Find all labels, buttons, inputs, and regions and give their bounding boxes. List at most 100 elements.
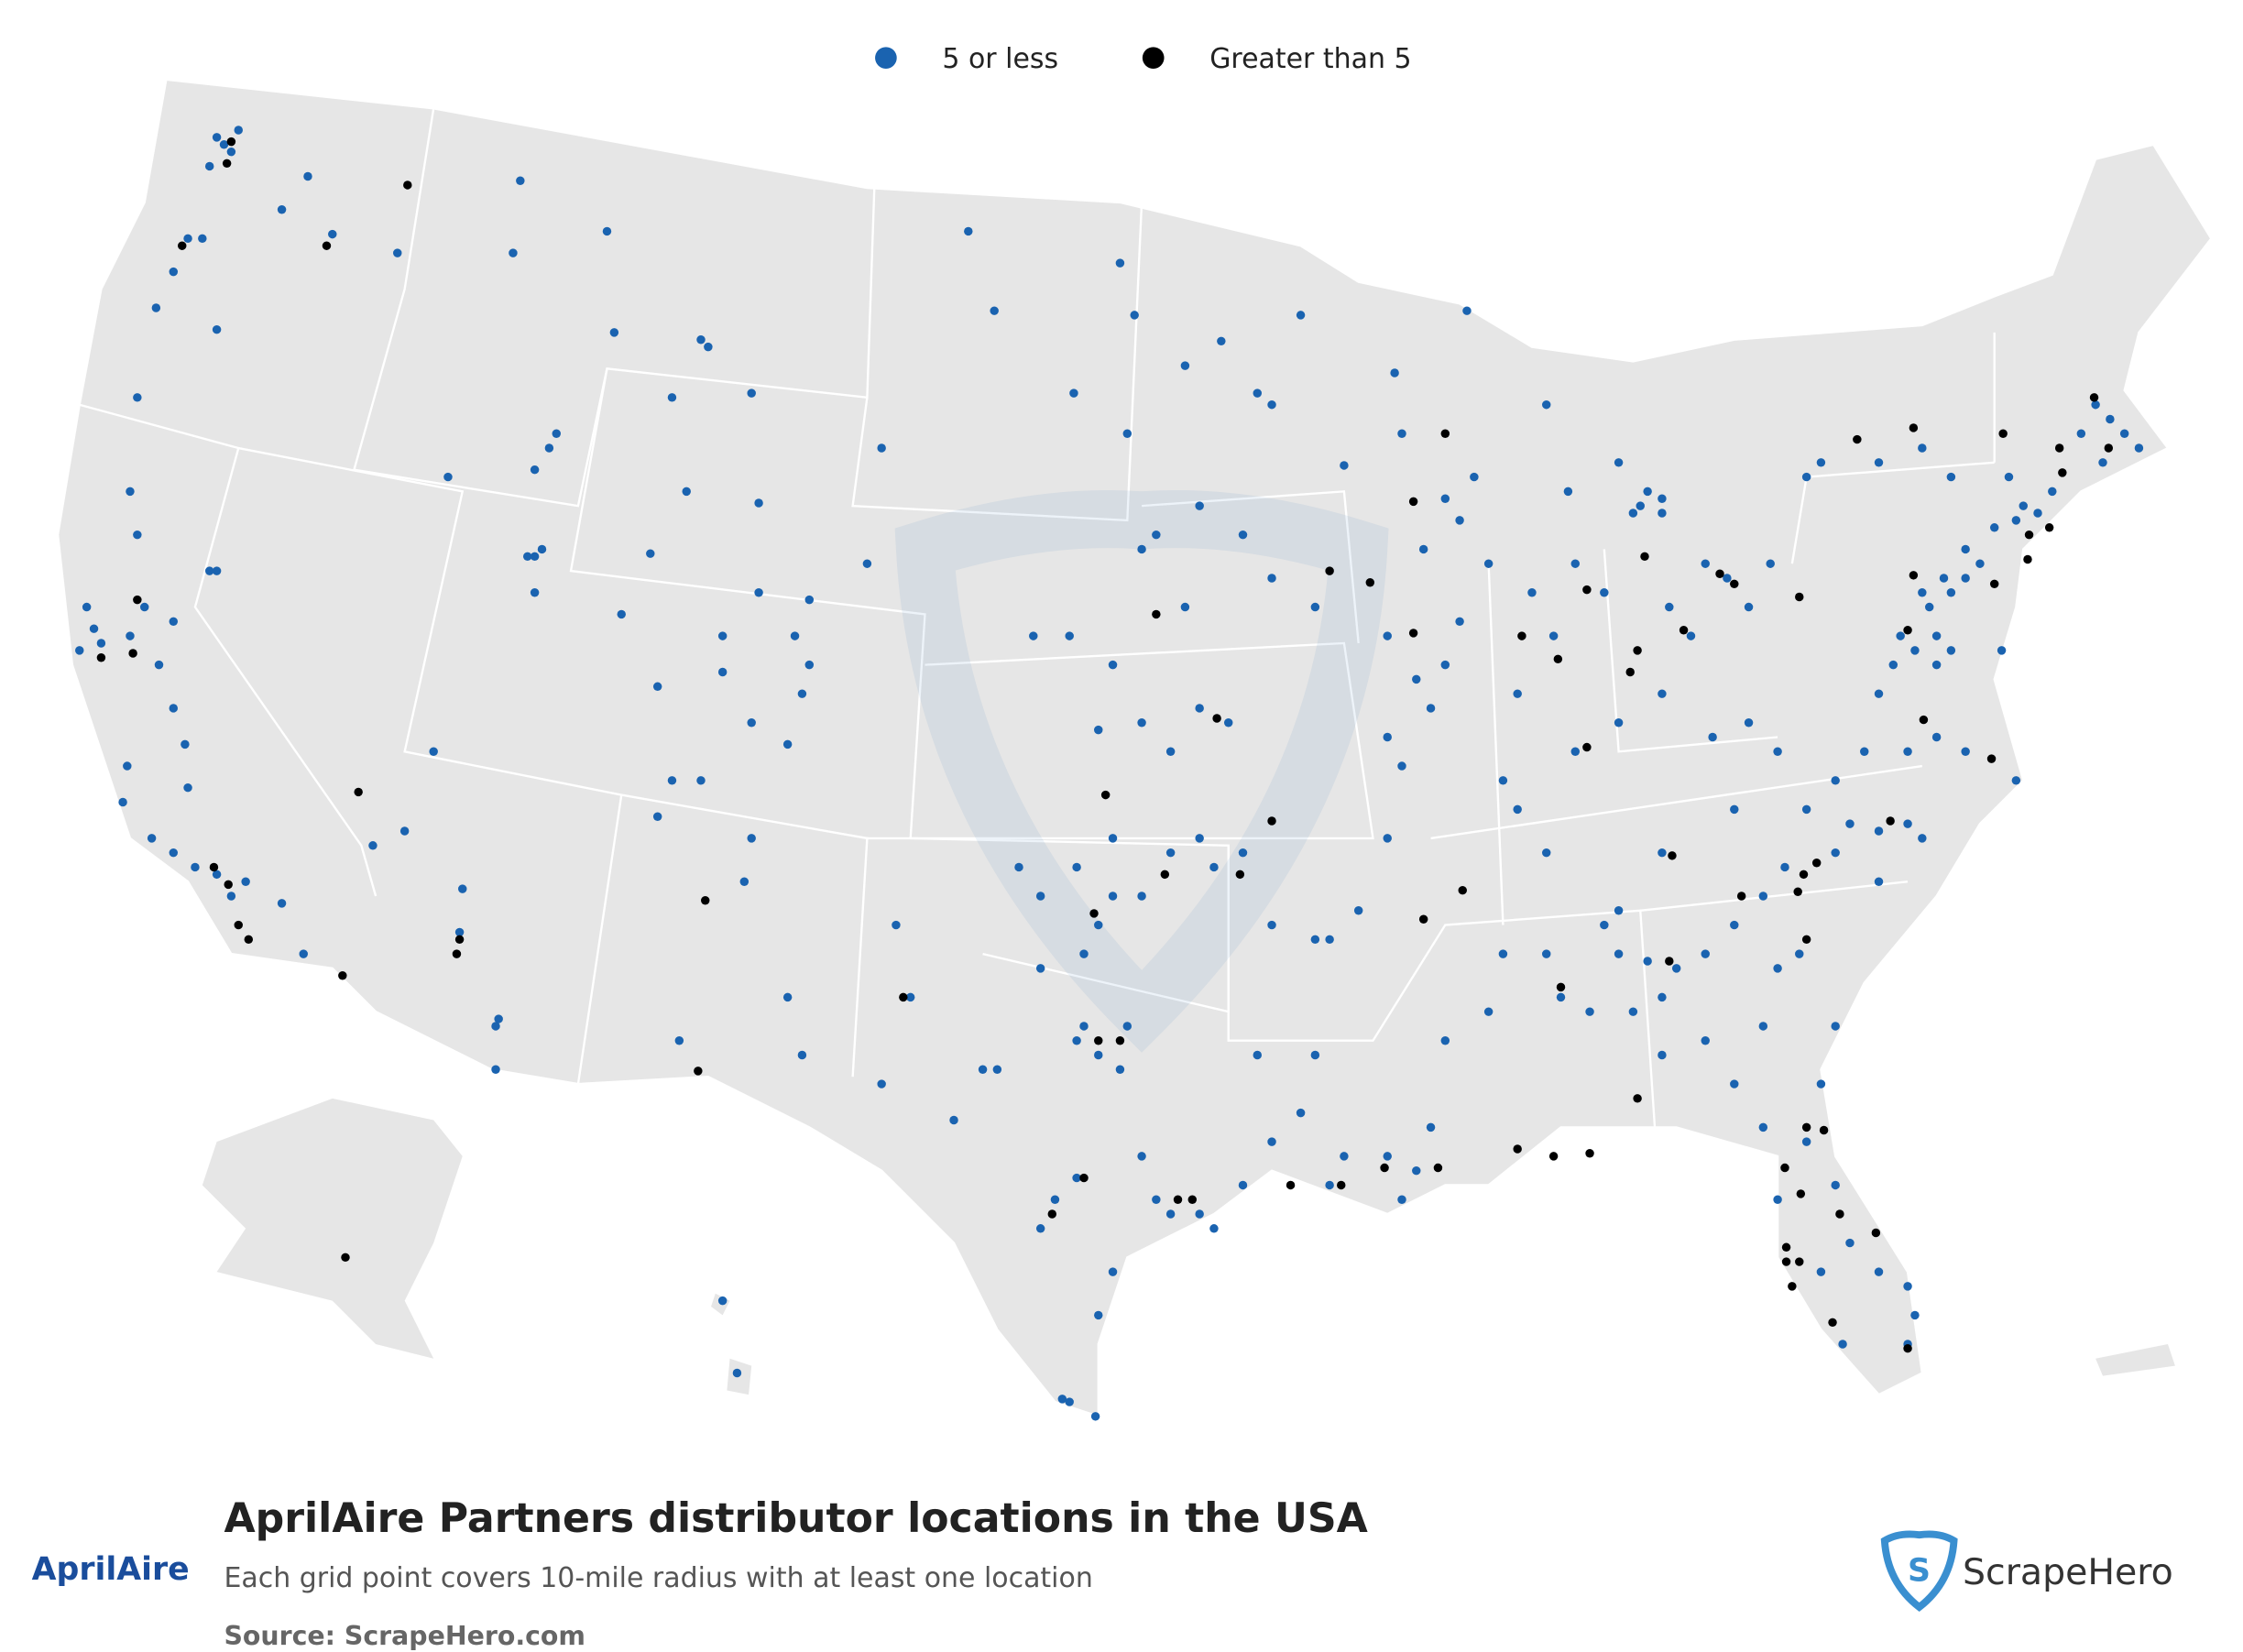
location-dot — [1108, 834, 1118, 843]
location-dot — [1079, 949, 1089, 958]
shield-letter: S — [1908, 1553, 1931, 1590]
location-dot — [1122, 1022, 1132, 1031]
location-dot — [1658, 1050, 1667, 1060]
location-dot — [1600, 588, 1609, 597]
location-dot — [2089, 393, 2099, 402]
legend-swatch — [875, 47, 897, 69]
legend: 5 or less Greater than 5 — [875, 43, 1412, 75]
alaska — [202, 1098, 463, 1359]
location-dot — [75, 646, 84, 655]
location-dot — [1773, 964, 1782, 973]
location-dot — [1643, 957, 1652, 966]
location-dot — [2019, 501, 2028, 510]
location-dot — [1961, 544, 1970, 554]
location-dot — [992, 1065, 1002, 1075]
location-dot — [1094, 1050, 1103, 1060]
location-dot — [1556, 982, 1566, 992]
location-dot — [1014, 862, 1023, 872]
location-dot — [1715, 569, 1724, 578]
location-dot — [226, 137, 236, 147]
location-dot — [204, 161, 214, 171]
location-dot — [1903, 819, 1912, 828]
location-dot — [1079, 1022, 1089, 1031]
location-dot — [1325, 566, 1334, 575]
location-dot — [1736, 892, 1746, 901]
location-dot — [1874, 458, 1884, 467]
location-dot — [701, 896, 710, 905]
location-dot — [224, 880, 233, 890]
location-dot — [183, 782, 192, 793]
location-dot — [1658, 509, 1667, 518]
location-dot — [1780, 862, 1789, 872]
location-dot — [1874, 826, 1884, 836]
location-dot — [1766, 559, 1775, 568]
location-dot — [1235, 870, 1245, 880]
location-dot — [1910, 646, 1920, 655]
location-dot — [1253, 1050, 1262, 1060]
location-dot — [126, 487, 135, 497]
location-dot — [277, 899, 287, 908]
location-dot — [89, 624, 99, 633]
location-dot — [1165, 848, 1176, 858]
location-dot — [226, 892, 236, 901]
location-dot — [1758, 1022, 1768, 1031]
location-dot — [1744, 602, 1754, 612]
location-dot — [2134, 443, 2144, 453]
location-dot — [429, 747, 438, 756]
location-dot — [1643, 487, 1652, 497]
location-dot — [1986, 754, 1997, 763]
location-dot — [1939, 574, 1949, 583]
location-dot — [1267, 816, 1276, 826]
location-dot — [1556, 992, 1566, 1002]
location-dot — [1708, 732, 1717, 742]
location-dot — [1553, 654, 1563, 664]
location-dot — [1267, 574, 1276, 583]
location-dot — [1780, 1163, 1789, 1173]
location-dot — [1793, 887, 1802, 896]
location-dot — [2091, 399, 2100, 410]
location-dot — [1325, 1180, 1334, 1190]
location-dot — [1781, 1257, 1791, 1266]
location-dot — [1296, 1108, 1306, 1118]
location-dot — [1910, 1310, 1920, 1320]
location-dot — [1701, 559, 1710, 568]
title: AprilAire Partners distributor locations… — [224, 1495, 1367, 1542]
location-dot — [1975, 559, 1985, 568]
location-dot — [2011, 776, 2021, 785]
location-dot — [234, 920, 243, 930]
location-dot — [1517, 631, 1526, 640]
location-dot — [1426, 1122, 1436, 1132]
location-dot — [797, 1050, 807, 1060]
location-dot — [303, 171, 312, 181]
location-dot — [491, 1022, 500, 1031]
location-dot — [1582, 585, 1592, 595]
location-dot — [652, 682, 662, 692]
location-dot — [494, 1014, 503, 1023]
location-dot — [403, 181, 412, 190]
location-dot — [212, 566, 222, 575]
location-dot — [133, 595, 142, 605]
location-dot — [1212, 714, 1221, 723]
provider-name: ScrapeHero — [1963, 1551, 2173, 1593]
location-dot — [1397, 429, 1406, 438]
location-dot — [1130, 311, 1139, 320]
location-dot — [509, 248, 518, 257]
location-dot — [1100, 790, 1111, 800]
location-dot — [1137, 892, 1146, 901]
location-dot — [491, 1065, 500, 1075]
location-dot — [1209, 1224, 1219, 1233]
location-dot — [1462, 306, 1472, 315]
location-dot — [978, 1065, 988, 1075]
location-dot — [1267, 920, 1276, 930]
location-dot — [2024, 530, 2034, 540]
location-dot — [1137, 544, 1146, 554]
location-dot — [1195, 834, 1204, 843]
location-dot — [1801, 1137, 1811, 1146]
location-dot — [1152, 609, 1161, 619]
location-dot — [530, 588, 540, 597]
location-dot — [1628, 509, 1638, 518]
location-dot — [133, 393, 142, 402]
location-dot — [1888, 660, 1898, 670]
location-dot — [234, 126, 243, 135]
location-dot — [1035, 964, 1045, 973]
